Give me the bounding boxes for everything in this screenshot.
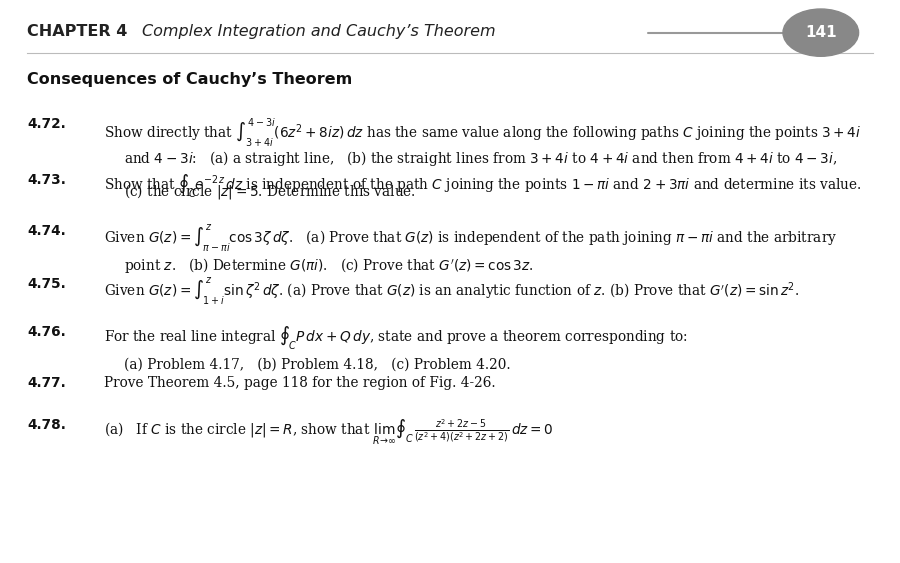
Circle shape: [783, 9, 859, 56]
Text: and $4-3i$:   (a) a straight line,   (b) the straight lines from $3+4i$ to $4+4i: and $4-3i$: (a) a straight line, (b) the…: [124, 149, 838, 168]
Text: Consequences of Cauchy’s Theorem: Consequences of Cauchy’s Theorem: [27, 72, 352, 87]
Text: Show directly that $\int_{3+4i}^{4-3i}(6z^2+8iz)\,dz$ has the same value along t: Show directly that $\int_{3+4i}^{4-3i}(6…: [104, 117, 860, 149]
Text: Given $G(z)=\int_{1+i}^{z}\sin\zeta^2\,d\zeta$. (a) Prove that $G(z)$ is an anal: Given $G(z)=\int_{1+i}^{z}\sin\zeta^2\,d…: [104, 277, 799, 307]
Text: 4.76.: 4.76.: [27, 325, 66, 339]
Text: Given $G(z)=\int_{\pi-\pi i}^{z}\cos 3\zeta\,d\zeta$.   (a) Prove that $G(z)$ is: Given $G(z)=\int_{\pi-\pi i}^{z}\cos 3\z…: [104, 224, 837, 254]
Text: Complex Integration and Cauchy’s Theorem: Complex Integration and Cauchy’s Theorem: [142, 24, 496, 39]
Text: 141: 141: [805, 25, 837, 40]
Text: point $z$.   (b) Determine $G(\pi i)$.   (c) Prove that $G'(z)=\cos 3z$.: point $z$. (b) Determine $G(\pi i)$. (c)…: [124, 256, 534, 275]
Text: (a)   If $C$ is the circle $|z|=R$, show that $\lim_{R\to\infty}\oint_C \frac{z^: (a) If $C$ is the circle $|z|=R$, show t…: [104, 418, 553, 447]
Text: 4.78.: 4.78.: [27, 418, 66, 432]
Text: 4.72.: 4.72.: [27, 117, 66, 131]
Text: Show that $\oint_C e^{-2z}\,dz$ is independent of the path $C$ joining the point: Show that $\oint_C e^{-2z}\,dz$ is indep…: [104, 173, 861, 200]
Text: (a) Problem 4.17,   (b) Problem 4.18,   (c) Problem 4.20.: (a) Problem 4.17, (b) Problem 4.18, (c) …: [124, 358, 511, 372]
Text: 4.74.: 4.74.: [27, 224, 66, 238]
Text: Prove Theorem 4.5, page 118 for the region of Fig. 4-26.: Prove Theorem 4.5, page 118 for the regi…: [104, 376, 495, 390]
Text: 4.75.: 4.75.: [27, 277, 66, 291]
Text: 4.73.: 4.73.: [27, 173, 66, 187]
Text: For the real line integral $\oint_C P\,dx+Q\,dy$, state and prove a theorem corr: For the real line integral $\oint_C P\,d…: [104, 325, 688, 352]
Text: (c) the circle $|z|=5$. Determine this value.: (c) the circle $|z|=5$. Determine this v…: [124, 182, 416, 201]
Text: 4.77.: 4.77.: [27, 376, 66, 390]
Text: CHAPTER 4: CHAPTER 4: [27, 24, 128, 39]
